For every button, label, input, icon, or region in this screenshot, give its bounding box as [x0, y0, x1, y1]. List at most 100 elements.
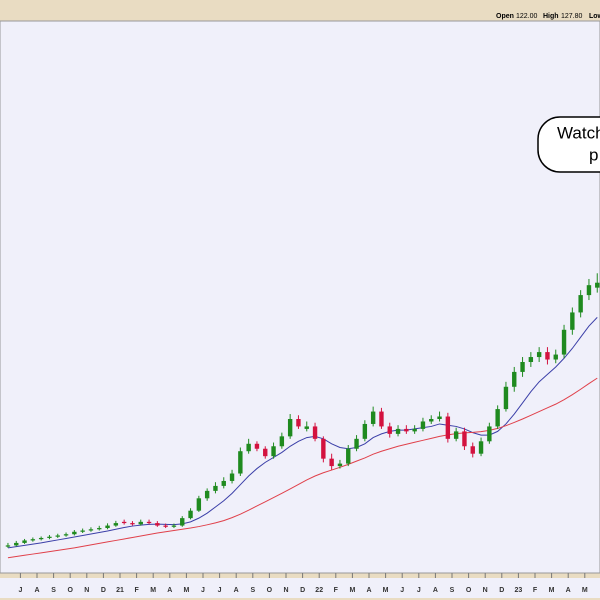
- candle-body: [130, 523, 135, 525]
- candle-body: [138, 521, 143, 525]
- candle-body: [420, 421, 426, 429]
- candle-body: [5, 545, 11, 547]
- candle-body: [221, 480, 226, 486]
- candle-body: [404, 428, 409, 432]
- candle-body: [80, 530, 85, 532]
- candle-body: [229, 473, 235, 481]
- candle-body: [146, 521, 152, 524]
- candle-body: [271, 446, 276, 457]
- callout-text: p: [589, 145, 598, 164]
- x-tick-label: O: [67, 587, 73, 594]
- header-text: 127.80: [561, 13, 583, 20]
- candle-body: [47, 536, 52, 538]
- candle-body: [429, 419, 434, 422]
- x-tick-label: J: [201, 587, 205, 594]
- x-tick-label: D: [499, 587, 504, 594]
- x-tick-label: 23: [515, 587, 523, 594]
- x-tick-label: S: [250, 587, 255, 594]
- candle-body: [329, 458, 334, 467]
- candle-body: [97, 528, 102, 530]
- x-tick-label: D: [101, 587, 106, 594]
- candle-body: [105, 525, 110, 529]
- x-tick-label: M: [349, 587, 355, 594]
- candle-body: [370, 411, 376, 424]
- candle-body: [561, 329, 567, 355]
- candle-body: [512, 371, 517, 387]
- candle-body: [63, 534, 69, 536]
- candle-body: [263, 448, 268, 457]
- candle-body: [312, 426, 318, 439]
- x-tick-label: J: [400, 587, 404, 594]
- callout-text: Watch: [557, 123, 600, 142]
- candle-body: [287, 419, 293, 437]
- candle-body: [578, 295, 583, 313]
- header-text: Open: [496, 13, 514, 20]
- x-tick-label: A: [366, 587, 371, 594]
- x-tick-label: M: [582, 587, 588, 594]
- candle-body: [487, 426, 492, 442]
- x-tick-label: J: [218, 587, 222, 594]
- candle-body: [528, 357, 534, 362]
- candle-body: [196, 498, 202, 511]
- x-tick-label: M: [383, 587, 389, 594]
- candle-body: [88, 529, 94, 531]
- candle-body: [163, 525, 168, 527]
- x-tick-label: N: [84, 587, 89, 594]
- x-tick-label: F: [134, 587, 139, 594]
- candle-body: [213, 485, 218, 491]
- candle-body: [387, 426, 392, 434]
- candle-body: [412, 428, 417, 432]
- x-tick-label: O: [466, 587, 472, 594]
- x-tick-label: A: [433, 587, 438, 594]
- x-axis-strip: [0, 578, 600, 598]
- x-tick-label: 21: [116, 587, 124, 594]
- x-tick-label: J: [417, 587, 421, 594]
- moving-average: [7, 377, 598, 559]
- candle-body: [38, 537, 44, 540]
- x-tick-label: F: [334, 587, 339, 594]
- candle-body: [570, 312, 575, 330]
- candle-body: [453, 431, 459, 439]
- candle-body: [113, 523, 119, 526]
- candle-body: [379, 411, 384, 427]
- candle-body: [445, 416, 451, 439]
- candle-body: [545, 352, 550, 360]
- callout-box: [537, 116, 600, 173]
- candle-body: [520, 362, 525, 372]
- candle-body: [30, 539, 36, 541]
- x-tick-label: D: [300, 587, 305, 594]
- x-tick-label: N: [483, 587, 488, 594]
- candle-body: [188, 510, 193, 519]
- candle-body: [254, 443, 260, 449]
- candle-body: [121, 521, 127, 524]
- candle-body: [437, 416, 442, 419]
- candle-body: [362, 423, 368, 439]
- candle-body: [478, 441, 484, 454]
- candle-body: [495, 409, 500, 427]
- candle-body: [171, 525, 177, 527]
- plot-area: [0, 20, 600, 574]
- x-tick-label: 22: [315, 587, 323, 594]
- x-tick-label: A: [167, 587, 172, 594]
- x-tick-label: A: [566, 587, 571, 594]
- candle-body: [22, 540, 27, 543]
- candle-body: [536, 352, 542, 358]
- candle-body: [180, 518, 185, 526]
- candle-body: [337, 463, 343, 467]
- x-tick-label: N: [283, 587, 288, 594]
- x-tick-label: S: [450, 587, 455, 594]
- header-text: High: [543, 13, 559, 20]
- candle-body: [296, 419, 301, 427]
- candle-body: [395, 428, 401, 434]
- candle-body: [304, 426, 309, 429]
- x-tick-label: O: [267, 587, 273, 594]
- candle-body: [238, 451, 243, 474]
- x-tick-label: M: [183, 587, 189, 594]
- candle-body: [72, 531, 77, 535]
- x-tick-label: S: [51, 587, 56, 594]
- x-tick-label: J: [18, 587, 22, 594]
- candle-body: [553, 354, 558, 360]
- candle-body: [14, 542, 19, 546]
- candle-body: [204, 490, 210, 499]
